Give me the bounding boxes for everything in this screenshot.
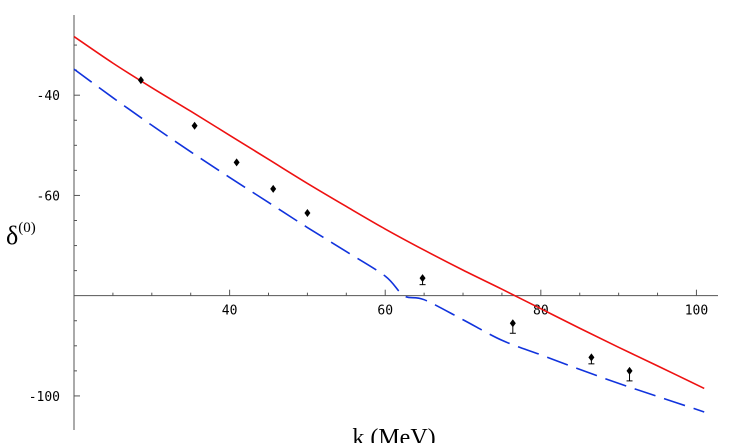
dashed-curve [73, 68, 705, 413]
curves [73, 35, 705, 413]
data-point [626, 366, 633, 375]
solid-curve [73, 35, 705, 390]
x-axis-label: k (MeV) [352, 425, 435, 443]
data-point [270, 184, 277, 193]
y-axis-label: δ(0) [6, 220, 36, 250]
data-point [419, 274, 426, 283]
labels: δ(0) k (MeV) [6, 220, 436, 443]
data-point [191, 121, 198, 130]
y-tick-label: -100 [29, 390, 60, 405]
x-tick-label: 100 [685, 304, 708, 319]
y-tick-label: -60 [37, 189, 60, 204]
x-tick-label: 40 [222, 304, 238, 319]
data-point [304, 208, 311, 217]
data-points [137, 76, 633, 382]
data-point [137, 76, 144, 85]
y-tick-label: -40 [37, 89, 60, 104]
data-point [233, 158, 240, 167]
data-point [588, 353, 595, 362]
x-tick-label: 60 [377, 304, 393, 319]
axes: 40 60 80 100-40-60-100 [29, 15, 718, 430]
data-point [509, 319, 516, 328]
